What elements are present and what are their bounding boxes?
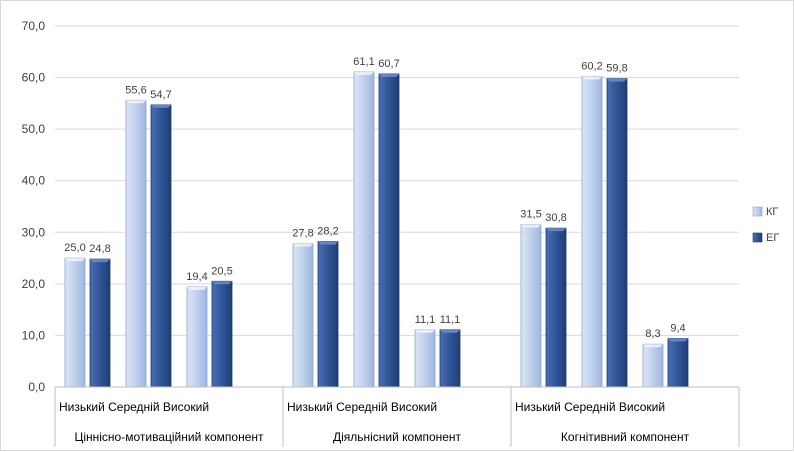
bar-top-bevel	[415, 329, 435, 333]
bar-eg	[378, 73, 400, 388]
bar-kg	[414, 329, 436, 388]
bar-eg	[89, 258, 111, 388]
bar-top-bevel	[187, 286, 207, 290]
bar-eg	[211, 280, 233, 388]
data-label: 9,4	[670, 323, 685, 335]
y-tick-label: 30,0	[22, 225, 46, 239]
group-label: Ціннісно-мотиваційний компонент	[74, 430, 264, 444]
group-label: Когнітивний компонент	[561, 430, 690, 444]
bar-top-bevel	[643, 344, 663, 348]
bar-top-bevel	[90, 259, 110, 263]
bar-top-bevel	[212, 281, 232, 285]
bar-top-bevel	[440, 329, 460, 333]
data-label: 8,3	[645, 328, 660, 340]
bar-eg	[606, 78, 628, 388]
y-tick-label: 70,0	[22, 19, 46, 33]
data-labels: 25,0 24,8 55,6 54,7 19,4 20,5 27,8 28,2 61,1 60,7…	[64, 56, 685, 340]
bar-kg	[125, 99, 147, 388]
data-label: 59,8	[606, 63, 627, 75]
x-axis: Низький Середній Високий Ціннісно-мотивац…	[54, 386, 740, 447]
bar-top-bevel	[126, 100, 146, 104]
bar-eg	[150, 104, 172, 388]
bar-eg	[317, 241, 339, 388]
bar-top-bevel	[668, 338, 688, 342]
bar-kg	[64, 257, 86, 388]
legend: КГ ЕГ	[752, 206, 779, 244]
bar-kg	[642, 343, 664, 388]
y-tick-label: 0,0	[28, 380, 45, 394]
data-label: 28,2	[317, 226, 338, 238]
bar-top-bevel	[293, 243, 313, 247]
bar-top-bevel	[607, 78, 627, 82]
data-label: 60,7	[378, 58, 399, 70]
y-tick-label: 40,0	[22, 174, 46, 188]
bar-kg	[581, 76, 603, 388]
y-tick-label: 60,0	[22, 71, 46, 85]
bar-eg	[667, 338, 689, 388]
data-label: 30,8	[545, 212, 566, 224]
bar-kg	[292, 243, 314, 388]
y-axis: 0,0 10,0 20,0 30,0 40,0 50,0 60,0 70,0	[22, 19, 46, 394]
legend-label: ЕГ	[766, 232, 779, 244]
data-label: 11,1	[415, 314, 436, 326]
bar-eg	[439, 329, 461, 388]
y-tick-label: 50,0	[22, 122, 46, 136]
data-label: 24,8	[89, 243, 110, 255]
legend-swatch	[752, 206, 763, 217]
data-label: 25,0	[64, 242, 85, 254]
data-label: 20,5	[211, 265, 232, 277]
bar-eg	[545, 227, 567, 388]
bar-top-bevel	[582, 76, 602, 80]
data-label: 31,5	[520, 209, 541, 221]
legend-swatch	[752, 232, 763, 243]
category-labels: Низький Середній Високий	[515, 400, 665, 414]
y-tick-label: 20,0	[22, 277, 46, 291]
data-label: 11,1	[440, 314, 461, 326]
category-labels: Низький Середній Високий	[287, 400, 437, 414]
bar-top-bevel	[151, 104, 171, 108]
bar-top-bevel	[318, 241, 338, 245]
data-label: 19,4	[186, 271, 207, 283]
y-tick-label: 10,0	[22, 328, 46, 342]
data-label: 54,7	[150, 89, 171, 101]
bar-kg	[520, 224, 542, 388]
bar-top-bevel	[546, 228, 566, 232]
bars	[64, 71, 689, 388]
bar-top-bevel	[521, 224, 541, 228]
data-label: 60,2	[581, 61, 602, 73]
bar-top-bevel	[379, 73, 399, 77]
data-label: 27,8	[292, 228, 313, 240]
bar-top-bevel	[65, 258, 85, 262]
bar-kg	[186, 286, 208, 388]
bar-kg	[353, 71, 375, 388]
data-label: 61,1	[353, 56, 374, 68]
legend-label: КГ	[766, 206, 778, 218]
data-label: 55,6	[125, 84, 146, 96]
bar-top-bevel	[354, 71, 374, 75]
category-labels: Низький Середній Високий	[59, 400, 209, 414]
group-label: Діяльнісний компонент	[333, 430, 462, 444]
